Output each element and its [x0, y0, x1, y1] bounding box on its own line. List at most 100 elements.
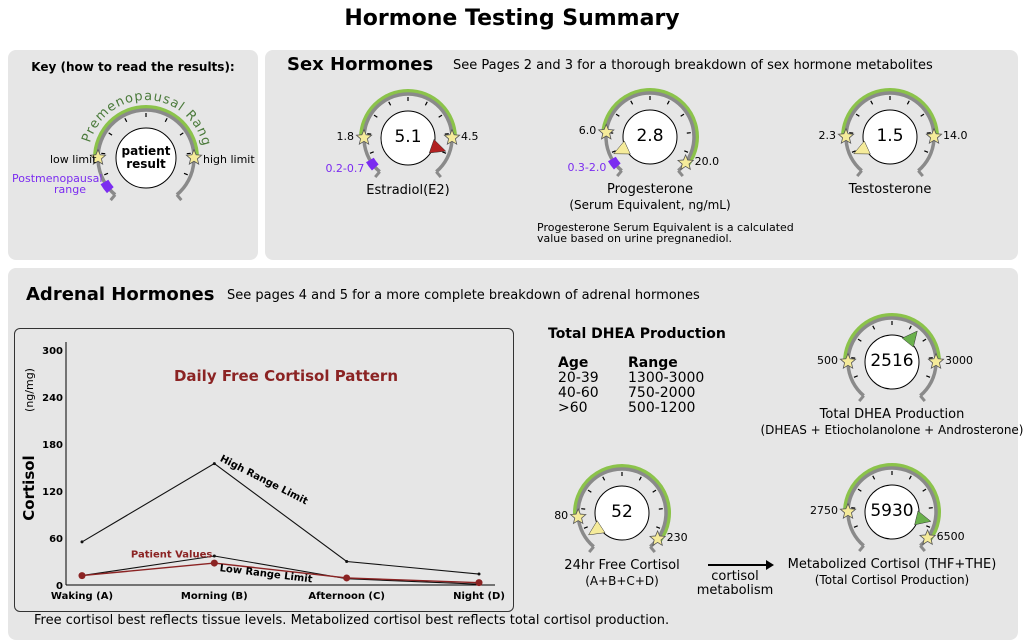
data-point: [343, 574, 351, 582]
tick-mark: [872, 475, 876, 480]
key-title: Key (how to read the results):: [31, 60, 235, 74]
cell: 40-60: [558, 385, 599, 401]
tick-mark: [926, 375, 931, 378]
center-line: result: [126, 157, 166, 171]
data-point: [345, 560, 349, 563]
result-pointer-high: [428, 138, 447, 154]
gauge-value: 52: [611, 502, 633, 522]
tick-mark: [870, 100, 874, 105]
y-tick-label: 0: [56, 581, 63, 592]
gauge-postmenopausal-range: 0.2-0.7: [325, 161, 365, 175]
normal-range-band: [359, 88, 457, 138]
normal-range-band: [841, 87, 939, 137]
gauge-ring: [844, 91, 936, 173]
gauge-value: 2.8: [636, 126, 664, 146]
post-line: range: [54, 183, 86, 196]
gauge-graphic: [355, 88, 461, 179]
tick-mark: [388, 101, 392, 106]
adrenal-subtitle: See pages 4 and 5 for a more complete br…: [227, 288, 700, 303]
cell: 500-1200: [628, 400, 696, 416]
gauge-end-cap: [919, 394, 926, 403]
low-limit-star-icon: [89, 148, 107, 165]
gauge-value: 5930: [870, 501, 914, 521]
tick-mark: [920, 113, 925, 117]
gauge-graphic: [839, 463, 941, 553]
gauge-ring: [846, 466, 938, 548]
gauge-end-cap: [858, 394, 865, 403]
gauge-high-limit: 230: [666, 530, 688, 544]
sex-hormones-subtitle: See Pages 2 and 3 for a thorough breakdo…: [453, 58, 933, 73]
high-limit-star-icon: [443, 128, 461, 146]
tick-mark: [906, 100, 910, 105]
tick-mark: [857, 338, 862, 342]
key-low-label: low limit: [50, 153, 97, 166]
gauge-name: Testosterone: [848, 182, 932, 197]
gauge-end-cap: [917, 169, 924, 178]
dhea-table: Age Range 20-39 1300-3000 40-60 750-2000 >6…: [558, 356, 704, 416]
normal-range-band: [843, 463, 941, 541]
series-line-2: [81, 562, 480, 584]
x-tick-label: Waking (A): [51, 591, 113, 602]
tick-mark: [602, 476, 606, 481]
tick-mark: [424, 101, 428, 106]
gauge-high-limit: 6500: [936, 529, 965, 543]
adrenal-title: Adrenal Hormones: [26, 284, 215, 305]
gauge-progesterone: 2.8 6.0 20.0 0.3-2.0 Progesterone (Serum Equi…: [567, 77, 731, 212]
gauge-ring: [362, 92, 454, 174]
gauge-low-limit: 6.0: [578, 124, 597, 138]
cortisol-chart: 0 60 120 180 240 300 Waking (A) Morning (B) Afte…: [20, 342, 505, 602]
gauge-subtitle: (Total Cortisol Production): [814, 573, 970, 587]
tick-mark: [652, 489, 657, 493]
tick-mark: [851, 150, 856, 153]
high-limit-star-icon: [925, 127, 943, 145]
progesterone-note: Progesterone Serum Equivalent is a calcu…: [537, 222, 794, 244]
y-tick-label: 180: [42, 440, 63, 451]
gauge-graphic: [837, 87, 943, 178]
chart-title: Daily Free Cortisol Pattern: [174, 367, 398, 385]
tick-mark: [924, 150, 929, 153]
header-range: Range: [628, 355, 678, 371]
cell: 1300-3000: [628, 370, 705, 386]
gauge-value: 2516: [870, 351, 914, 371]
tick-mark: [630, 100, 634, 105]
gauge-high-limit: 3000: [944, 353, 973, 367]
arrow-icon: [708, 560, 774, 570]
gauge-name: 24hr Free Cortisol: [564, 558, 680, 573]
low-limit-star-icon: [839, 502, 857, 520]
tick-mark: [615, 113, 620, 117]
tick-mark: [926, 525, 931, 528]
gauge-end-cap: [856, 169, 863, 178]
tick-mark: [587, 489, 592, 493]
postmenopausal-range-band: [365, 157, 379, 171]
x-tick-label: Night (D): [453, 591, 505, 602]
gauge-end-cap: [919, 544, 926, 553]
gauge-end-cap: [109, 193, 117, 202]
y-tick-label: 240: [42, 393, 63, 404]
tick-mark: [438, 114, 443, 118]
tick-mark: [857, 488, 862, 492]
gauge-end-cap: [858, 544, 865, 553]
gauge-graphic: [597, 88, 699, 178]
gauge-end-cap: [175, 193, 183, 202]
low-limit-star-icon: [569, 507, 587, 525]
table-row: >60 500-1200: [558, 401, 704, 416]
tick-mark: [872, 325, 876, 330]
arrow-label-line: cortisol: [711, 569, 759, 584]
result-pointer-low: [853, 140, 871, 155]
series-label-high: High Range Limit: [218, 453, 310, 507]
chart-frame: [14, 328, 514, 612]
data-point: [80, 540, 84, 544]
result-pointer-normal: [914, 510, 932, 526]
high-limit-star-icon: [676, 153, 695, 171]
gauge-free-cortisol: 52 80 230 24hr Free Cortisol (A+B+C+D): [552, 453, 692, 588]
result-circle: [862, 109, 918, 165]
gauge-ring: [96, 108, 196, 197]
gauge-end-cap: [649, 545, 656, 554]
tick-mark: [666, 100, 670, 105]
gauge-dhea: 2516 500 3000 Total DHEA Production (DHEAS +…: [761, 302, 1024, 437]
high-limit-star-icon: [648, 529, 667, 547]
y-tick-label: 60: [49, 534, 63, 545]
low-limit-star-icon: [839, 352, 857, 370]
gauge-testosterone: 1.5 2.3 14.0 Testosterone: [819, 77, 967, 197]
adrenal-footer: Free cortisol best reflects tissue level…: [34, 613, 670, 628]
